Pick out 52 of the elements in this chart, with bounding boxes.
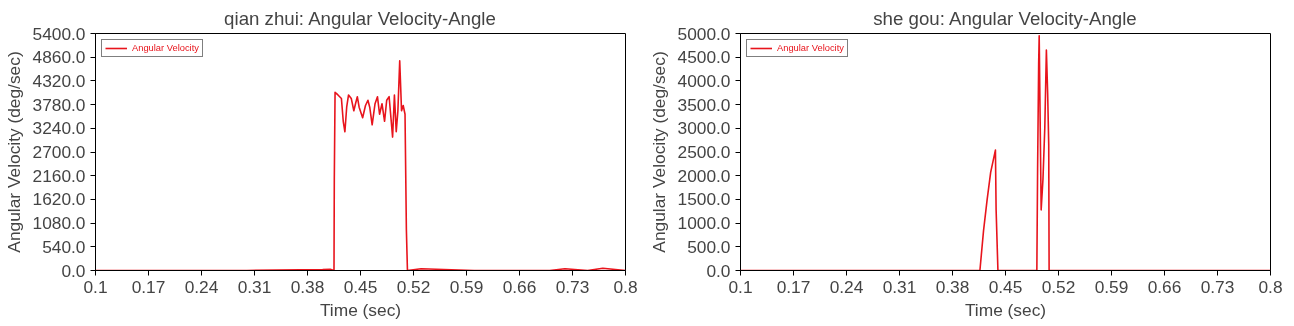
y-tick-label: 4000.0: [677, 70, 731, 91]
y-tick-label: 2500.0: [677, 142, 731, 162]
y-tick-label: 3240.0: [32, 118, 86, 139]
x-tick-label: 0.24: [829, 276, 864, 297]
y-axis-title: Angular Velocity (deg/sec): [648, 51, 669, 253]
y-tick-label: 3780.0: [32, 94, 86, 115]
y-tick-label: 500.0: [687, 236, 731, 257]
y-tick-label: 3000.0: [677, 118, 731, 139]
y-tick-label: 540.0: [42, 236, 86, 257]
x-tick-label: 0.59: [1094, 276, 1129, 297]
y-tick-label: 5000.0: [677, 23, 731, 44]
x-tick-label: 0.8: [613, 276, 638, 297]
x-tick-label: 0.31: [882, 276, 917, 297]
x-tick-label: 0.45: [343, 276, 378, 297]
x-tick-label: 0.52: [396, 276, 431, 297]
y-tick-label: 2700.0: [32, 142, 86, 162]
chart-title: she gou: Angular Velocity-Angle: [873, 7, 1137, 29]
y-tick-label: 1500.0: [677, 189, 731, 210]
x-tick-label: 0.38: [935, 276, 970, 297]
x-tick-label: 0.38: [290, 276, 325, 297]
x-tick-label: 0.1: [728, 276, 753, 297]
y-tick-label: 4860.0: [32, 47, 86, 68]
x-tick-label: 0.45: [988, 276, 1023, 297]
y-tick-label: 1620.0: [32, 189, 86, 210]
x-tick-label: 0.59: [449, 276, 484, 297]
y-tick-label: 4320.0: [32, 70, 86, 91]
x-tick-label: 0.52: [1041, 276, 1076, 297]
x-axis-title: Time (sec): [319, 299, 402, 320]
y-tick-label: 4500.0: [677, 47, 731, 68]
y-tick-label: 0.0: [61, 260, 86, 281]
x-tick-label: 0.17: [776, 276, 811, 297]
legend-label: Angular Velocity: [777, 43, 844, 53]
x-axis-title: Time (sec): [964, 299, 1047, 320]
x-tick-label: 0.31: [237, 276, 272, 297]
x-tick-label: 0.1: [83, 276, 108, 297]
y-tick-label: 2000.0: [677, 165, 731, 186]
x-tick-label: 0.66: [1147, 276, 1182, 297]
y-tick-label: 3500.0: [677, 94, 731, 115]
y-tick-label: 0.0: [706, 260, 731, 281]
x-tick-label: 0.73: [555, 276, 590, 297]
x-tick-label: 0.66: [502, 276, 537, 297]
legend-label: Angular Velocity: [132, 43, 199, 53]
x-tick-label: 0.8: [1258, 276, 1283, 297]
x-tick-label: 0.24: [184, 276, 219, 297]
y-tick-label: 2160.0: [32, 165, 86, 186]
y-tick-label: 1080.0: [32, 213, 86, 234]
y-tick-label: 1000.0: [677, 213, 731, 234]
y-tick-label: 5400.0: [32, 23, 86, 44]
x-tick-label: 0.73: [1200, 276, 1235, 297]
y-axis-title: Angular Velocity (deg/sec): [3, 51, 24, 253]
x-tick-label: 0.17: [131, 276, 166, 297]
chart-title: qian zhui: Angular Velocity-Angle: [224, 7, 496, 29]
